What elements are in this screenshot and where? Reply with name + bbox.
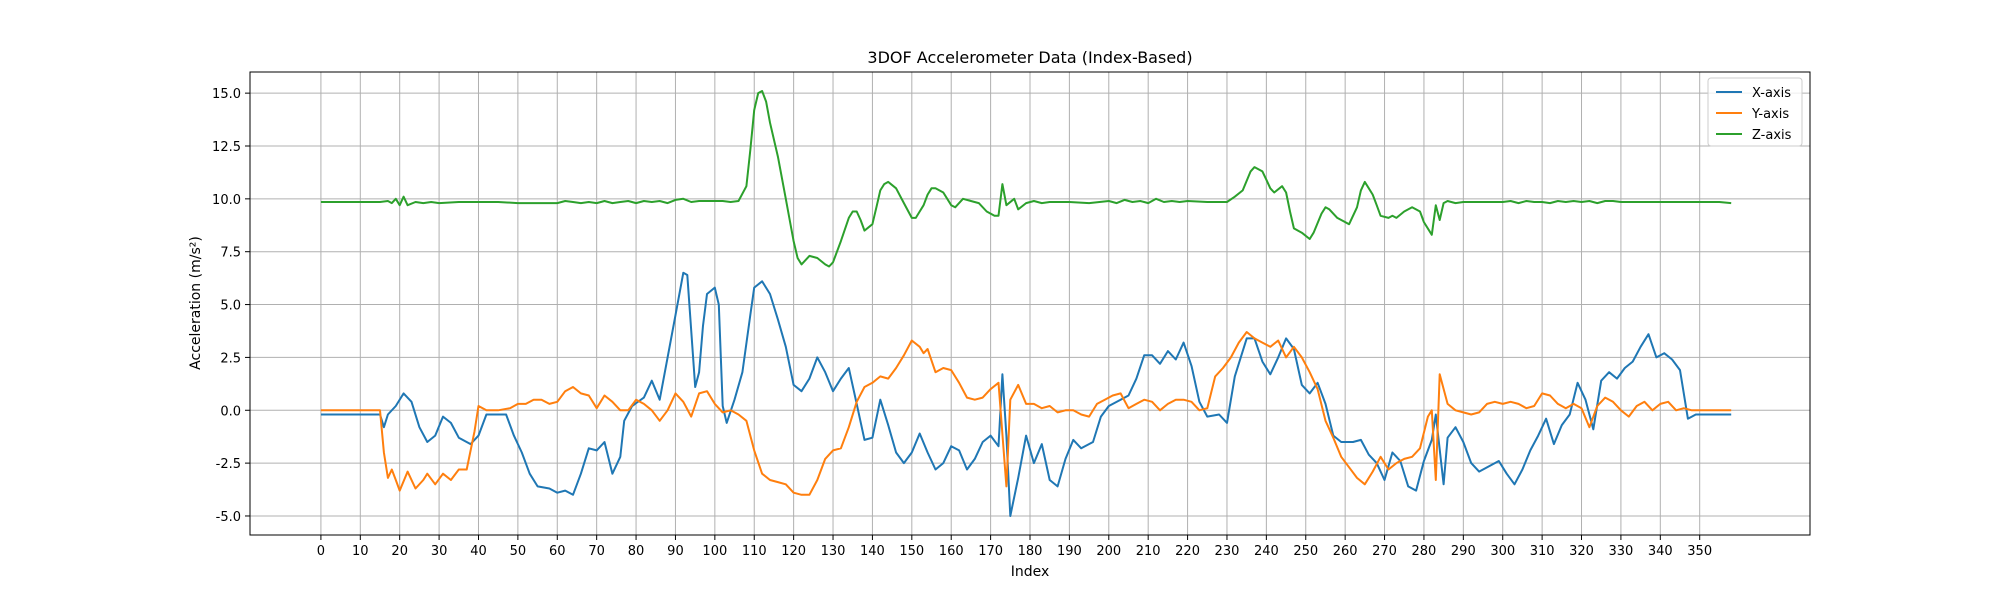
x-axis: 0 10 20 30 40 50 60 70 80 90 100 110 120 130 140 150 160… — [317, 535, 1712, 559]
x-tick-label: 90 — [667, 544, 684, 559]
x-tick-label: 180 — [1018, 544, 1043, 559]
x-tick-label: 280 — [1412, 544, 1437, 559]
series-line-z-axis — [320, 90, 1732, 268]
legend-label: Y-axis — [1751, 107, 1789, 122]
x-tick-label: 270 — [1372, 544, 1397, 559]
x-tick-label: 40 — [470, 544, 487, 559]
x-tick-label: 30 — [431, 544, 448, 559]
x-tick-label: 290 — [1451, 544, 1476, 559]
x-axis-title: Index — [1011, 564, 1050, 580]
y-axis: -5.0 -2.5 0.0 2.5 5.0 7.5 10.0 12.5 15.0 — [212, 87, 250, 525]
x-tick-label: 60 — [549, 544, 566, 559]
x-tick-label: 330 — [1608, 544, 1633, 559]
x-tick-label: 140 — [860, 544, 885, 559]
series-line-x-axis — [320, 271, 1732, 517]
x-tick-label: 340 — [1648, 544, 1673, 559]
x-tick-label: 200 — [1096, 544, 1121, 559]
x-tick-label: 110 — [742, 544, 767, 559]
chart-title: 3DOF Accelerometer Data (Index-Based) — [867, 48, 1192, 67]
y-tick-label: -2.5 — [216, 457, 241, 472]
x-tick-label: 150 — [899, 544, 924, 559]
y-tick-label: 12.5 — [212, 140, 241, 155]
x-tick-label: 170 — [978, 544, 1003, 559]
x-tick-label: 120 — [781, 544, 806, 559]
legend-box — [1707, 77, 1803, 147]
x-tick-label: 310 — [1530, 544, 1555, 559]
x-tick-label: 250 — [1293, 544, 1318, 559]
legend: X-axis Y-axis Z-axis — [1707, 77, 1803, 147]
x-tick-label: 240 — [1254, 544, 1279, 559]
x-tick-label: 210 — [1136, 544, 1161, 559]
x-tick-label: 320 — [1569, 544, 1594, 559]
y-tick-label: 10.0 — [212, 193, 241, 208]
x-tick-label: 50 — [510, 544, 527, 559]
series-line-y-axis — [320, 331, 1732, 496]
x-tick-label: 350 — [1687, 544, 1712, 559]
y-tick-label: 5.0 — [220, 299, 241, 314]
y-tick-label: 15.0 — [212, 87, 241, 102]
x-tick-label: 220 — [1175, 544, 1200, 559]
x-tick-label: 10 — [352, 544, 369, 559]
x-tick-label: 20 — [391, 544, 408, 559]
x-tick-label: 100 — [702, 544, 727, 559]
series-group — [320, 90, 1732, 517]
y-tick-label: 0.0 — [220, 404, 241, 419]
x-tick-label: 80 — [628, 544, 645, 559]
x-tick-label: 300 — [1490, 544, 1515, 559]
legend-label: X-axis — [1752, 86, 1791, 101]
legend-label: Z-axis — [1752, 128, 1792, 143]
x-tick-label: 190 — [1057, 544, 1082, 559]
x-tick-label: 0 — [317, 544, 325, 559]
y-tick-label: 7.5 — [220, 246, 241, 261]
x-tick-label: 230 — [1215, 544, 1240, 559]
x-tick-label: 160 — [939, 544, 964, 559]
y-tick-label: 2.5 — [220, 351, 241, 366]
x-tick-label: 70 — [588, 544, 605, 559]
y-axis-title: Acceleration (m/s²) — [188, 236, 204, 370]
x-tick-label: 260 — [1333, 544, 1358, 559]
grid — [250, 72, 1810, 535]
y-tick-label: -5.0 — [216, 510, 241, 525]
x-tick-label: 130 — [821, 544, 846, 559]
